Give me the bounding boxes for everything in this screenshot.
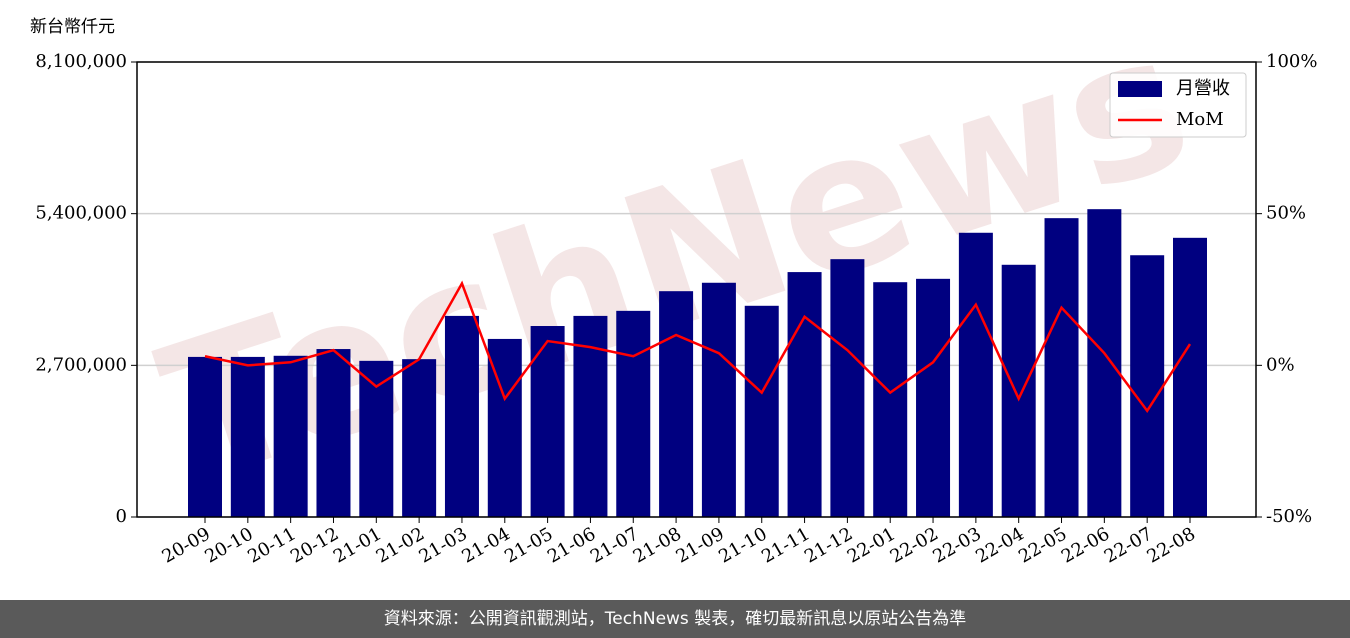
bar [230, 356, 265, 517]
x-tick-label: 20-12 [287, 523, 342, 567]
bar [701, 282, 736, 517]
x-tick-label: 21-09 [672, 523, 727, 567]
y-axis-label: 新台幣仟元 [30, 17, 115, 37]
x-tick-label: 21-08 [630, 523, 685, 567]
chart: 新台幣仟元 TechNews02,700,0005,400,0008,100,0… [30, 0, 1317, 568]
x-tick-label: 21-12 [801, 523, 856, 567]
bar [359, 360, 394, 517]
x-tick-label: 22-06 [1058, 523, 1113, 567]
x-tick-label: 22-08 [1144, 523, 1199, 567]
x-tick-label: 21-10 [715, 523, 770, 567]
bar [916, 278, 951, 517]
bar [188, 356, 222, 517]
bar [402, 359, 437, 517]
x-tick-label: 21-05 [501, 523, 556, 567]
bar [873, 282, 908, 517]
bar [958, 232, 993, 517]
y-tick-label: 8,100,000 [35, 51, 127, 72]
x-tick-label: 22-04 [972, 523, 1027, 567]
bar [273, 355, 308, 517]
bar [616, 310, 651, 517]
x-tick-label: 21-07 [587, 523, 642, 567]
x-tick-label: 20-11 [244, 523, 299, 567]
plot-frame [136, 61, 1257, 518]
bar [659, 291, 694, 517]
legend-swatch [1118, 81, 1162, 97]
y2-tick-label: 100% [1266, 51, 1317, 72]
bar [1044, 218, 1079, 517]
y2-tick-label: -50% [1266, 506, 1312, 527]
x-tick-label: 22-02 [887, 523, 942, 567]
bar [1001, 264, 1036, 517]
line [204, 280, 1192, 414]
x-tick-label: 22-03 [929, 523, 984, 567]
y2-tick-label: 0% [1266, 354, 1295, 375]
bar [444, 315, 479, 517]
bar [530, 326, 565, 517]
y-tick-label: 0 [116, 506, 127, 527]
x-tick-label: 22-05 [1015, 523, 1070, 567]
bar [787, 272, 822, 517]
x-tick-label: 22-07 [1101, 523, 1156, 567]
bar [316, 349, 351, 517]
y-tick-label: 5,400,000 [35, 203, 127, 224]
x-tick-label: 20-09 [159, 523, 214, 567]
x-tick-label: 21-03 [416, 523, 471, 567]
y-tick-label: 2,700,000 [35, 354, 127, 375]
legend-label: 月營收 [1176, 78, 1230, 99]
bar [830, 259, 865, 517]
footer: 資料來源：公開資訊觀測站，TechNews 製表，確切最新訊息以原站公告為準 [0, 600, 1350, 638]
x-tick-label: 21-11 [758, 523, 813, 567]
x-tick-label: 21-06 [544, 523, 599, 567]
x-tick-label: 20-10 [201, 523, 256, 567]
y2-tick-label: 50% [1266, 203, 1306, 224]
x-tick-label: 21-04 [458, 523, 513, 567]
x-tick-label: 22-01 [844, 523, 899, 567]
bar [1130, 255, 1165, 518]
bar [1087, 209, 1122, 517]
bar [1173, 237, 1207, 517]
x-tick-label: 21-02 [373, 523, 428, 567]
x-tick-label: 21-01 [330, 523, 385, 567]
legend-label: MoM [1176, 109, 1224, 130]
bar [744, 305, 779, 517]
